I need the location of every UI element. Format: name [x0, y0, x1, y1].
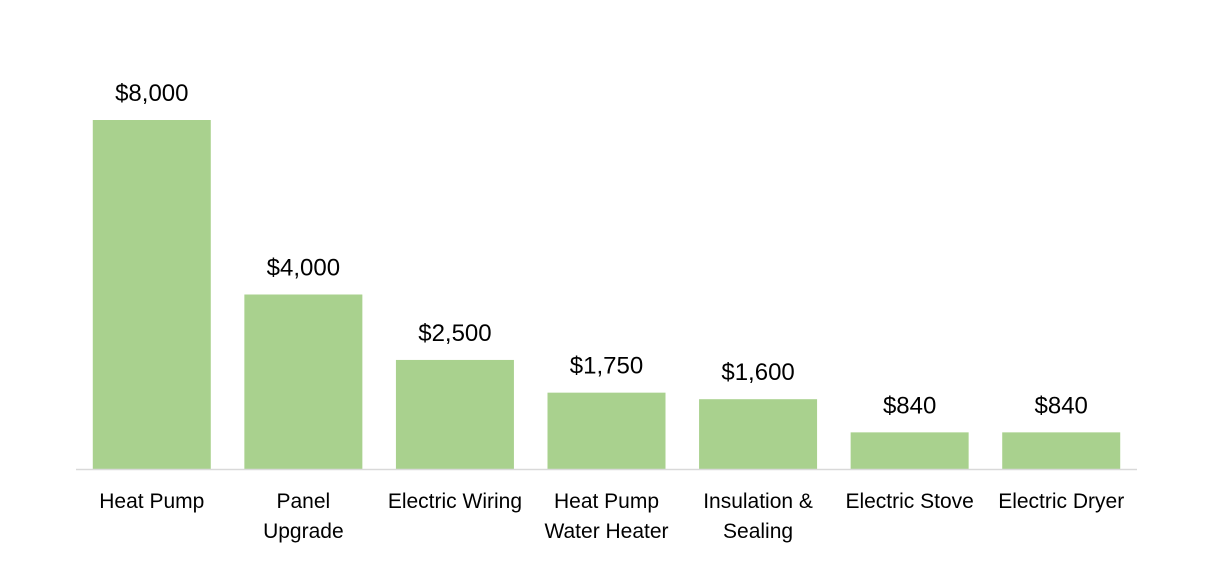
category-label-line: Heat Pump [99, 490, 204, 513]
data-label-0: $8,000 [115, 80, 188, 107]
data-label-2: $2,500 [418, 320, 491, 347]
category-label-line: Insulation & [703, 490, 813, 513]
data-label-4: $1,600 [721, 359, 794, 386]
bars-group [92, 120, 1121, 469]
category-label-line: Water Heater [544, 520, 668, 543]
data-label-5: $840 [883, 392, 936, 419]
bar-1 [244, 294, 363, 469]
bar-2 [395, 359, 514, 469]
category-label-line: Heat Pump [554, 490, 659, 513]
category-label-2: Electric Wiring [388, 490, 522, 513]
category-labels-group: Heat Pump Panel Upgrade Electric Wiring Heat… [99, 490, 1124, 543]
category-label-line: Upgrade [263, 520, 344, 543]
bar-3 [547, 392, 666, 469]
category-label-line: Panel [276, 490, 330, 513]
data-label-3: $1,750 [570, 353, 643, 380]
bar-6 [1002, 432, 1121, 469]
category-label-0: Heat Pump [99, 490, 204, 513]
category-label-1: Panel Upgrade [263, 490, 344, 543]
value-labels-group: $8,000 $4,000 $2,500 $1,750 $1,600 $840 $840 [115, 80, 1088, 419]
category-label-line: Sealing [723, 520, 793, 543]
category-label-5: Electric Stove [845, 490, 973, 513]
category-label-line: Electric Dryer [998, 490, 1124, 513]
data-label-1: $4,000 [267, 255, 340, 282]
category-label-line: Electric Wiring [388, 490, 522, 513]
bar-5 [850, 432, 969, 469]
bar-0 [92, 120, 211, 469]
bar-4 [699, 399, 818, 469]
category-label-line: Electric Stove [845, 490, 973, 513]
category-label-4: Insulation & Sealing [703, 490, 813, 543]
data-label-6: $840 [1035, 392, 1088, 419]
category-label-6: Electric Dryer [998, 490, 1124, 513]
category-label-3: Heat Pump Water Heater [544, 490, 668, 543]
